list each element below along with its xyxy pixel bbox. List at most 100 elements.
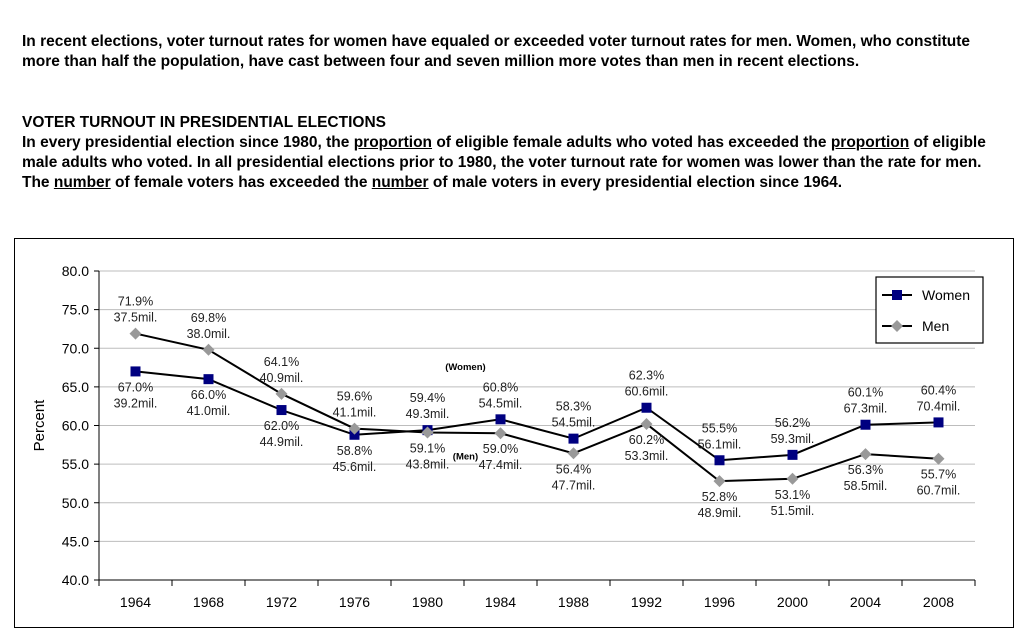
turnout-chart: 40.0 45.0 50.0 55.0 60.0 65.0 70.0 75.0 80.0 1964… xyxy=(14,238,1014,628)
men-pct-label: 59.0% xyxy=(483,442,518,456)
men-votes-label: 47.4mil. xyxy=(479,458,523,472)
women-pct-label: 55.5% xyxy=(702,421,737,435)
men-pct-label: 52.8% xyxy=(702,490,737,504)
body-text: of male voters in every presidential ele… xyxy=(428,174,843,191)
legend-men-label: Men xyxy=(922,318,949,334)
men-pct-label: 60.2% xyxy=(629,433,664,447)
women-pct-label: 60.4% xyxy=(921,383,956,397)
women-pct-label: 62.3% xyxy=(629,369,664,383)
women-pct-label: 59.4% xyxy=(410,391,445,405)
men-annotation: (Men) xyxy=(453,451,478,462)
body-text: of eligible male adults who voted. In al… xyxy=(22,134,986,191)
men-votes-label: 38.0mil. xyxy=(187,327,231,341)
turnout-chart-svg: 40.0 45.0 50.0 55.0 60.0 65.0 70.0 75.0 80.0 1964… xyxy=(31,263,984,610)
women-votes-label: 54.5mil. xyxy=(552,416,596,430)
men-votes-label: 48.9mil. xyxy=(698,506,742,520)
men-pct-label: 55.7% xyxy=(921,468,956,482)
x-tick-label: 2000 xyxy=(777,594,808,610)
men-votes-label: 41.1mil. xyxy=(333,406,377,420)
body-emphasis-number-2: number xyxy=(371,174,429,191)
men-pct-label: 59.1% xyxy=(410,441,445,455)
x-tick-label: 1984 xyxy=(485,594,516,610)
women-votes-label: 54.5mil. xyxy=(479,396,523,410)
men-point xyxy=(713,475,726,488)
men-pct-label: 53.1% xyxy=(775,488,810,502)
women-point xyxy=(495,414,506,425)
women-point xyxy=(276,405,287,416)
women-point xyxy=(568,433,579,444)
men-pct-label: 56.4% xyxy=(556,462,591,476)
x-tick-label: 1988 xyxy=(558,594,589,610)
men-point xyxy=(202,343,215,356)
women-pct-label: 58.3% xyxy=(556,400,591,414)
men-point xyxy=(275,387,288,400)
women-votes-label: 59.3mil. xyxy=(771,432,815,446)
men-votes-label: 58.5mil. xyxy=(844,479,888,493)
women-votes-label: 70.4mil. xyxy=(917,399,961,413)
men-point xyxy=(494,427,507,440)
body-emphasis-number-1: number xyxy=(53,174,111,191)
women-point xyxy=(349,429,360,440)
legend-box xyxy=(875,276,984,344)
x-tick-label: 1992 xyxy=(631,594,662,610)
women-votes-label: 60.6mil. xyxy=(625,385,669,399)
y-axis-title: Percent xyxy=(31,399,48,452)
women-pct-label: 56.2% xyxy=(775,416,810,430)
intro-paragraph: In recent elections, voter turnout rates… xyxy=(22,33,970,70)
men-votes-label: 60.7mil. xyxy=(917,484,961,498)
women-votes-label: 56.1mil. xyxy=(698,437,742,451)
legend-women-marker xyxy=(892,290,902,300)
men-point xyxy=(786,472,799,485)
body-text: In every presidential election since 198… xyxy=(22,134,354,151)
legend-men-marker xyxy=(891,320,903,332)
x-tick-label: 1996 xyxy=(704,594,735,610)
y-tick-label: 50.0 xyxy=(62,495,89,511)
men-pct-label: 59.6% xyxy=(337,390,372,404)
section-title: VOTER TURNOUT IN PRESIDENTIAL ELECTIONS xyxy=(22,114,386,131)
y-tick-label: 60.0 xyxy=(62,418,89,434)
y-tick-label: 65.0 xyxy=(62,379,89,395)
section-body: In every presidential election since 198… xyxy=(22,133,1012,193)
women-point xyxy=(714,455,725,466)
y-tick-label: 80.0 xyxy=(62,263,89,279)
men-pct-label: 56.3% xyxy=(848,463,883,477)
x-tick-label: 1964 xyxy=(120,594,151,610)
men-pct-label: 71.9% xyxy=(118,295,153,309)
women-point xyxy=(787,449,798,460)
women-annotation: (Women) xyxy=(445,362,485,373)
men-votes-label: 47.7mil. xyxy=(552,478,596,492)
women-votes-label: 44.9mil. xyxy=(260,435,304,449)
women-point xyxy=(130,366,141,377)
women-votes-label: 39.2mil. xyxy=(114,396,158,410)
men-point xyxy=(567,447,580,460)
x-tick-label: 1980 xyxy=(412,594,443,610)
women-votes-label: 49.3mil. xyxy=(406,407,450,421)
body-emphasis-proportion-1: proportion xyxy=(353,134,433,151)
women-pct-label: 67.0% xyxy=(118,380,153,394)
body-text: of female voters has exceeded the xyxy=(110,174,372,191)
x-tick-label: 1968 xyxy=(193,594,224,610)
women-series-line xyxy=(135,370,939,462)
women-votes-label: 67.3mil. xyxy=(844,402,888,416)
women-point xyxy=(641,402,652,413)
men-point xyxy=(348,422,361,435)
y-tick-label: 55.0 xyxy=(62,456,89,472)
women-votes-label: 41.0mil. xyxy=(187,404,231,418)
x-tick-label: 2008 xyxy=(923,594,954,610)
body-text: of eligible female adults who voted has … xyxy=(432,134,831,151)
x-tick-label: 2004 xyxy=(850,594,881,610)
x-tick-label: 1976 xyxy=(339,594,370,610)
men-point xyxy=(129,327,142,340)
y-tick-label: 70.0 xyxy=(62,340,89,356)
women-point xyxy=(933,417,944,428)
men-point xyxy=(421,426,434,439)
men-votes-label: 37.5mil. xyxy=(114,311,158,325)
women-point xyxy=(860,419,871,430)
women-pct-label: 60.1% xyxy=(848,386,883,400)
men-pct-label: 69.8% xyxy=(191,311,226,325)
legend-women-label: Women xyxy=(922,287,970,303)
men-pct-label: 64.1% xyxy=(264,355,299,369)
y-tick-label: 40.0 xyxy=(62,572,89,588)
x-tick-label: 1972 xyxy=(266,594,297,610)
men-point xyxy=(640,417,653,430)
